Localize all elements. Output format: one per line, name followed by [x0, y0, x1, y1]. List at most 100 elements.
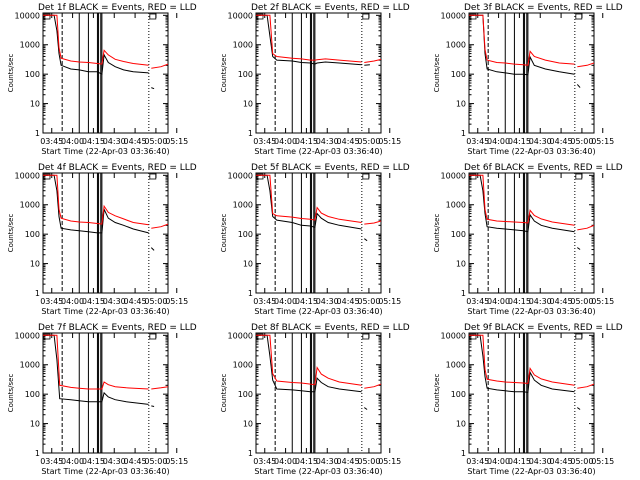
- y-tick-label: 10: [456, 420, 466, 429]
- x-tick-label: 05:15: [378, 137, 401, 146]
- y-tick-label: 10000: [228, 11, 253, 20]
- y-tick-label: 1: [461, 129, 466, 138]
- y-tick-label: 1000: [446, 41, 466, 50]
- panel-title: Det 4f BLACK = Events, RED = LLD: [38, 163, 197, 173]
- corner-box-left: [256, 13, 264, 20]
- y-axis-label: Counts/sec: [220, 214, 228, 253]
- x-tick-label: 04:00: [61, 137, 84, 146]
- y-axis-label: Counts/sec: [7, 54, 15, 93]
- corner-box-left: [469, 13, 477, 20]
- plot-frame: [42, 332, 169, 454]
- x-tick-label: 05:00: [357, 457, 380, 466]
- x-tick-label: 04:45: [124, 297, 147, 306]
- x-tick-label: 04:30: [529, 457, 552, 466]
- panel-title: Det 2f BLACK = Events, RED = LLD: [251, 3, 410, 13]
- x-axis-label: Start Time (22-Apr-03 03:36:40): [41, 147, 169, 156]
- series-line-events: [469, 14, 581, 88]
- panel-title: Det 5f BLACK = Events, RED = LLD: [251, 163, 410, 173]
- x-tick-label: 03:45: [253, 297, 276, 306]
- corner-box-right: [575, 13, 583, 20]
- series-line-lld: [256, 334, 381, 389]
- y-tick-label: 10: [30, 260, 40, 269]
- y-tick-label: 1000: [446, 361, 466, 370]
- corner-box-left: [43, 173, 51, 180]
- panel-title: Det 9f BLACK = Events, RED = LLD: [464, 323, 623, 333]
- x-tick-label: 04:15: [295, 457, 318, 466]
- corner-box-right: [575, 333, 583, 340]
- y-tick-label: 10: [30, 420, 40, 429]
- series-line-lld: [43, 14, 168, 69]
- x-tick-label: 04:45: [337, 297, 360, 306]
- panel-det-8: Det 8f BLACK = Events, RED = LLD 1 10 100 10…: [220, 323, 410, 476]
- x-tick-label: 04:45: [124, 457, 147, 466]
- y-tick-label: 10: [243, 100, 253, 109]
- series-line-lld: [469, 14, 594, 68]
- y-tick-label: 100: [25, 390, 40, 399]
- panel-title: Det 1f BLACK = Events, RED = LLD: [38, 3, 197, 13]
- plot-frame: [468, 12, 595, 134]
- panel-title: Det 7f BLACK = Events, RED = LLD: [38, 323, 197, 333]
- y-tick-label: 10000: [441, 171, 466, 180]
- panel-det-6: Det 6f BLACK = Events, RED = LLD 1 10 100 10…: [433, 163, 623, 316]
- y-tick-label: 1000: [233, 201, 253, 210]
- y-tick-label: 100: [25, 70, 40, 79]
- corner-box-left: [43, 333, 51, 340]
- x-tick-label: 03:45: [466, 297, 489, 306]
- series-line-events: [43, 174, 155, 251]
- y-tick-label: 1000: [20, 361, 40, 370]
- x-tick-label: 04:45: [124, 137, 147, 146]
- x-tick-label: 05:00: [570, 137, 593, 146]
- x-tick-label: 04:30: [316, 297, 339, 306]
- y-axis-label: Counts/sec: [433, 54, 441, 93]
- corner-box-left: [43, 13, 51, 20]
- y-tick-label: 10000: [441, 11, 466, 20]
- x-tick-label: 04:30: [103, 297, 126, 306]
- x-tick-label: 05:15: [378, 297, 401, 306]
- series-line-lld: [469, 174, 594, 231]
- plot-frame: [468, 172, 595, 294]
- plot-frame: [255, 332, 382, 454]
- panel-title: Det 6f BLACK = Events, RED = LLD: [464, 163, 623, 173]
- y-tick-label: 100: [451, 230, 466, 239]
- x-tick-label: 04:15: [295, 297, 318, 306]
- x-tick-label: 04:30: [103, 457, 126, 466]
- y-tick-label: 1: [461, 449, 466, 458]
- x-tick-label: 04:30: [316, 457, 339, 466]
- series-line-events: [469, 334, 581, 410]
- corner-box-left: [469, 173, 477, 180]
- x-tick-label: 04:00: [61, 457, 84, 466]
- x-axis-label: Start Time (22-Apr-03 03:36:40): [41, 467, 169, 476]
- x-tick-label: 05:00: [570, 297, 593, 306]
- x-tick-label: 05:00: [144, 297, 167, 306]
- x-tick-label: 05:15: [591, 457, 614, 466]
- y-tick-label: 10: [456, 260, 466, 269]
- y-axis-label: Counts/sec: [7, 214, 15, 253]
- x-axis-label: Start Time (22-Apr-03 03:36:40): [467, 147, 595, 156]
- corner-box-right: [149, 13, 157, 20]
- y-tick-label: 10000: [15, 11, 40, 20]
- x-tick-label: 05:15: [165, 297, 188, 306]
- x-tick-label: 04:15: [82, 297, 105, 306]
- x-tick-label: 04:00: [274, 297, 297, 306]
- panel-det-7: Det 7f BLACK = Events, RED = LLD 1 10 100 10…: [7, 323, 197, 476]
- x-tick-label: 03:45: [466, 457, 489, 466]
- y-tick-label: 10000: [441, 331, 466, 340]
- x-tick-label: 04:00: [487, 457, 510, 466]
- series-line-lld: [43, 174, 168, 229]
- x-tick-label: 05:15: [165, 457, 188, 466]
- y-tick-label: 1: [35, 289, 40, 298]
- corner-box-right: [149, 173, 157, 180]
- series-line-events: [43, 14, 155, 90]
- panel-det-2: Det 2f BLACK = Events, RED = LLD 1 10 100 10…: [220, 3, 410, 156]
- x-tick-label: 04:15: [508, 137, 531, 146]
- series-line-lld: [43, 334, 168, 390]
- y-tick-label: 1000: [446, 201, 466, 210]
- x-tick-label: 05:00: [570, 457, 593, 466]
- x-tick-label: 05:00: [144, 457, 167, 466]
- panel-title: Det 8f BLACK = Events, RED = LLD: [251, 323, 410, 333]
- plot-frame: [255, 172, 382, 294]
- corner-box-right: [362, 173, 370, 180]
- corner-box-left: [256, 173, 264, 180]
- x-tick-label: 04:00: [274, 137, 297, 146]
- y-tick-label: 100: [238, 230, 253, 239]
